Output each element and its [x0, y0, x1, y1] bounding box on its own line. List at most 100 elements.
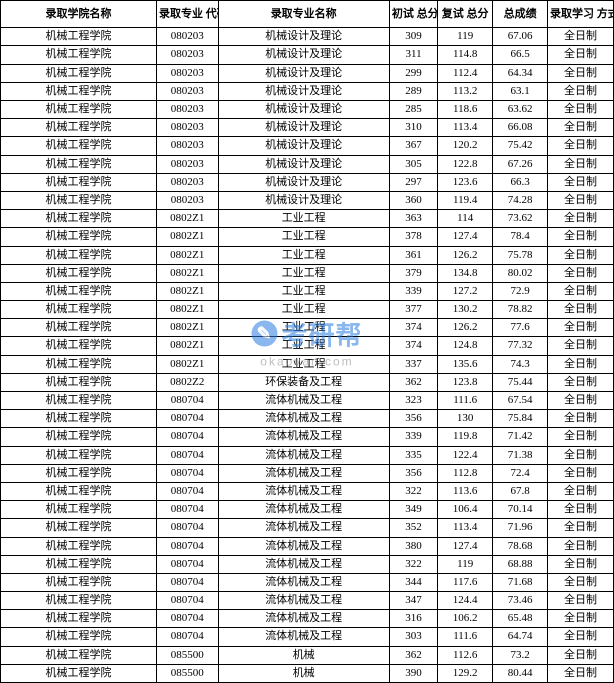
cell-major: 机械设计及理论: [218, 137, 389, 155]
cell-s2: 123.8: [438, 373, 493, 391]
cell-college: 机械工程学院: [1, 537, 157, 555]
cell-s1: 380: [389, 537, 437, 555]
cell-college: 机械工程学院: [1, 301, 157, 319]
cell-college: 机械工程学院: [1, 428, 157, 446]
cell-total: 80.02: [493, 264, 548, 282]
cell-major: 流体机械及工程: [218, 519, 389, 537]
cell-mode: 全日制: [548, 28, 614, 46]
cell-mode: 全日制: [548, 228, 614, 246]
cell-mode: 全日制: [548, 282, 614, 300]
cell-s1: 309: [389, 28, 437, 46]
cell-s1: 322: [389, 482, 437, 500]
cell-s2: 127.2: [438, 282, 493, 300]
cell-major: 工业工程: [218, 246, 389, 264]
cell-college: 机械工程学院: [1, 482, 157, 500]
cell-total: 67.26: [493, 155, 548, 173]
cell-mode: 全日制: [548, 46, 614, 64]
cell-s1: 367: [389, 137, 437, 155]
cell-major: 流体机械及工程: [218, 628, 389, 646]
cell-total: 74.28: [493, 191, 548, 209]
cell-college: 机械工程学院: [1, 610, 157, 628]
cell-code: 0802Z2: [156, 373, 218, 391]
cell-s2: 130.2: [438, 301, 493, 319]
table-row: 机械工程学院080704流体机械及工程352113.471.96全日制: [1, 519, 614, 537]
cell-college: 机械工程学院: [1, 519, 157, 537]
cell-mode: 全日制: [548, 64, 614, 82]
header-college: 录取学院名称: [1, 1, 157, 28]
cell-major: 环保装备及工程: [218, 373, 389, 391]
table-row: 机械工程学院080203机械设计及理论299112.464.34全日制: [1, 64, 614, 82]
cell-major: 机械设计及理论: [218, 101, 389, 119]
cell-s2: 122.8: [438, 155, 493, 173]
cell-mode: 全日制: [548, 664, 614, 682]
cell-s2: 113.4: [438, 519, 493, 537]
cell-major: 流体机械及工程: [218, 482, 389, 500]
cell-s2: 106.4: [438, 501, 493, 519]
cell-mode: 全日制: [548, 446, 614, 464]
cell-s2: 106.2: [438, 610, 493, 628]
cell-major: 流体机械及工程: [218, 392, 389, 410]
cell-college: 机械工程学院: [1, 173, 157, 191]
cell-major: 机械设计及理论: [218, 28, 389, 46]
cell-college: 机械工程学院: [1, 355, 157, 373]
cell-college: 机械工程学院: [1, 228, 157, 246]
cell-code: 0802Z1: [156, 337, 218, 355]
cell-total: 68.88: [493, 555, 548, 573]
table-row: 机械工程学院080704流体机械及工程380127.478.68全日制: [1, 537, 614, 555]
cell-code: 080704: [156, 446, 218, 464]
cell-college: 机械工程学院: [1, 555, 157, 573]
cell-code: 0802Z1: [156, 246, 218, 264]
cell-college: 机械工程学院: [1, 82, 157, 100]
cell-s1: 299: [389, 64, 437, 82]
cell-mode: 全日制: [548, 373, 614, 391]
cell-major: 工业工程: [218, 337, 389, 355]
cell-s2: 130: [438, 410, 493, 428]
cell-code: 080704: [156, 410, 218, 428]
cell-major: 工业工程: [218, 319, 389, 337]
cell-code: 080203: [156, 155, 218, 173]
cell-s1: 374: [389, 319, 437, 337]
cell-s2: 120.2: [438, 137, 493, 155]
cell-code: 080704: [156, 519, 218, 537]
cell-major: 机械设计及理论: [218, 46, 389, 64]
cell-mode: 全日制: [548, 191, 614, 209]
cell-code: 080203: [156, 28, 218, 46]
table-row: 机械工程学院080704流体机械及工程335122.471.38全日制: [1, 446, 614, 464]
cell-mode: 全日制: [548, 119, 614, 137]
cell-code: 080704: [156, 501, 218, 519]
cell-major: 机械: [218, 646, 389, 664]
table-row: 机械工程学院0802Z1工业工程379134.880.02全日制: [1, 264, 614, 282]
table-row: 机械工程学院080704流体机械及工程347124.473.46全日制: [1, 592, 614, 610]
cell-s1: 339: [389, 282, 437, 300]
cell-total: 71.38: [493, 446, 548, 464]
cell-college: 机械工程学院: [1, 410, 157, 428]
cell-s2: 123.6: [438, 173, 493, 191]
cell-total: 75.78: [493, 246, 548, 264]
cell-s2: 113.4: [438, 119, 493, 137]
cell-s2: 135.6: [438, 355, 493, 373]
cell-code: 080203: [156, 46, 218, 64]
cell-college: 机械工程学院: [1, 373, 157, 391]
cell-college: 机械工程学院: [1, 155, 157, 173]
table-row: 机械工程学院080203机械设计及理论305122.867.26全日制: [1, 155, 614, 173]
cell-major: 工业工程: [218, 355, 389, 373]
cell-college: 机械工程学院: [1, 573, 157, 591]
cell-s2: 127.4: [438, 537, 493, 555]
header-code: 录取专业 代码: [156, 1, 218, 28]
cell-s2: 122.4: [438, 446, 493, 464]
cell-major: 工业工程: [218, 210, 389, 228]
table-row: 机械工程学院080704流体机械及工程339119.871.42全日制: [1, 428, 614, 446]
cell-s2: 112.8: [438, 464, 493, 482]
cell-college: 机械工程学院: [1, 628, 157, 646]
header-score1: 初试 总分: [389, 1, 437, 28]
cell-s1: 374: [389, 337, 437, 355]
cell-total: 66.5: [493, 46, 548, 64]
cell-s2: 126.2: [438, 246, 493, 264]
cell-college: 机械工程学院: [1, 501, 157, 519]
cell-s1: 356: [389, 410, 437, 428]
cell-code: 080203: [156, 119, 218, 137]
cell-s2: 129.2: [438, 664, 493, 682]
cell-total: 72.9: [493, 282, 548, 300]
cell-total: 78.68: [493, 537, 548, 555]
cell-college: 机械工程学院: [1, 592, 157, 610]
